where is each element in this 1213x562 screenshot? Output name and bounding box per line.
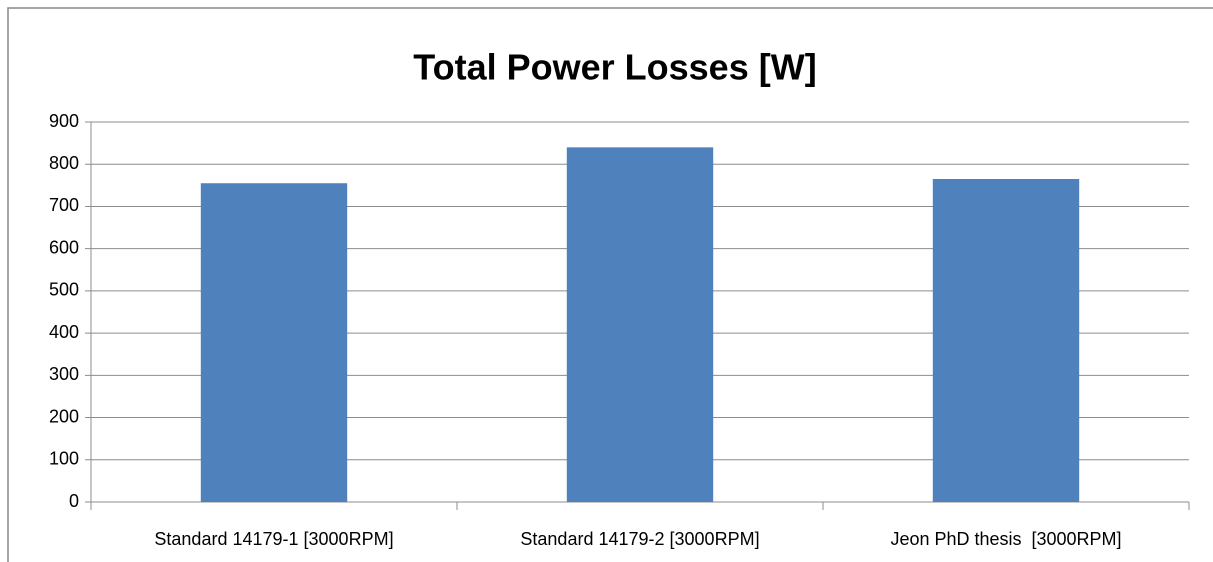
y-tick-label: 800 — [49, 153, 79, 173]
y-tick-label: 200 — [49, 406, 79, 426]
y-tick-label: 0 — [69, 491, 79, 511]
chart-frame — [7, 7, 1213, 562]
bar — [566, 147, 714, 503]
y-tick-label: 300 — [49, 364, 79, 384]
bar — [932, 179, 1080, 502]
x-tick-label: Jeon PhD thesis [3000RPM] — [890, 529, 1121, 549]
y-tick-label: 100 — [49, 449, 79, 469]
x-tick-label: Standard 14179-2 [3000RPM] — [520, 529, 759, 549]
x-tick-label: Standard 14179-1 [3000RPM] — [154, 529, 393, 549]
y-tick-label: 400 — [49, 322, 79, 342]
y-tick-label: 700 — [49, 195, 79, 215]
y-tick-label: 900 — [49, 111, 79, 131]
y-tick-label: 500 — [49, 280, 79, 300]
bar — [200, 183, 348, 502]
y-tick-label: 600 — [49, 237, 79, 257]
chart-title: Total Power Losses [W] — [413, 47, 816, 88]
